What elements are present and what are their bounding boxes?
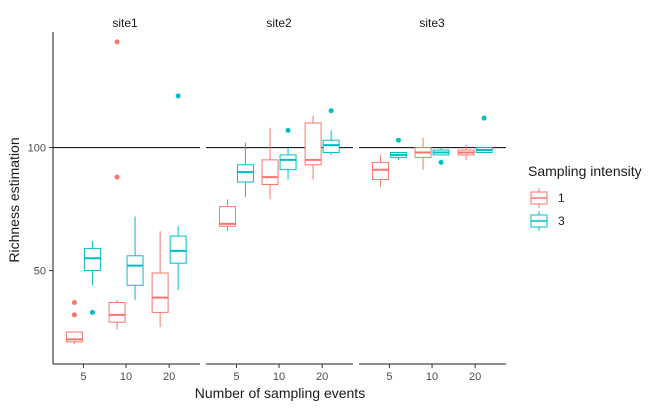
legend-title: Sampling intensity [528,163,642,179]
box-body [261,159,279,185]
outlier-point [438,159,444,165]
x-tick-label: 20 [469,371,481,383]
legend-keys: 13 [530,188,565,231]
box-body [371,161,389,181]
x-tick-labels: 5 10 20 5 10 20 5 10 20 [80,364,481,383]
box-site3-10-series-1 [414,137,432,170]
box-site1-20-series-3 [169,93,187,291]
box-site3-5-series-3 [389,137,407,160]
box-body [304,122,322,166]
legend-key-3: 3 [530,211,565,231]
box-site2-10-series-1 [261,127,279,200]
box-body [169,235,187,264]
box-site1-20-series-1 [151,231,169,328]
facet-label-site2: site2 [266,16,292,30]
box-marks [65,39,493,345]
box-site2-10-series-3 [279,127,297,180]
box-body [126,255,144,286]
outlier-point [114,39,120,45]
legend: Sampling intensity 13 [528,163,642,231]
legend-label: 3 [558,214,565,228]
x-tick-label: 20 [316,371,328,383]
x-tick-label: 10 [120,371,132,383]
outlier-point [71,300,77,306]
box-site1-10-series-1 [108,39,126,330]
x-tick-label: 10 [273,371,285,383]
outlier-point [89,309,95,315]
box-site3-20-series-1 [457,145,475,160]
box-body [65,331,83,343]
x-tick-label: 5 [386,371,392,383]
outlier-point [328,108,334,114]
box-body [151,272,169,313]
facet-strips: site1 site2 site3 [112,16,445,30]
box-body [218,206,236,227]
outlier-point [481,115,487,121]
box-site3-5-series-1 [371,154,389,187]
box-body [83,247,101,272]
y-axis-title: Richness estimation [6,137,22,262]
box-body [108,302,126,323]
box-site2-20-series-1 [304,115,322,180]
legend-key-1: 1 [530,188,565,208]
box-body [322,139,340,154]
box-body [236,164,254,183]
outlier-point [114,174,120,180]
box-site1-5-series-1 [65,300,83,345]
outlier-point [285,127,291,133]
facet-label-site1: site1 [112,16,138,30]
x-tick-label: 20 [163,371,175,383]
box-site2-5-series-1 [218,199,236,232]
facet-label-site3: site3 [419,16,445,30]
legend-label: 1 [558,191,565,205]
box-site1-5-series-3 [83,241,101,315]
x-tick-label: 10 [426,371,438,383]
box-site2-5-series-3 [236,142,254,197]
x-tick-label: 5 [233,371,239,383]
y-tick-labels: 50 100 [28,143,53,278]
y-tick-label: 100 [28,143,46,155]
x-axis-title: Number of sampling events [195,385,365,401]
outlier-point [395,137,401,143]
box-site3-20-series-3 [475,115,493,154]
outlier-point [71,312,77,318]
outlier-point [175,93,181,99]
box-site2-20-series-3 [322,108,340,155]
box-site3-10-series-3 [432,147,450,165]
y-tick-label: 50 [34,266,46,278]
x-tick-label: 5 [80,371,86,383]
box-body [279,154,297,171]
box-site1-10-series-3 [126,216,144,301]
